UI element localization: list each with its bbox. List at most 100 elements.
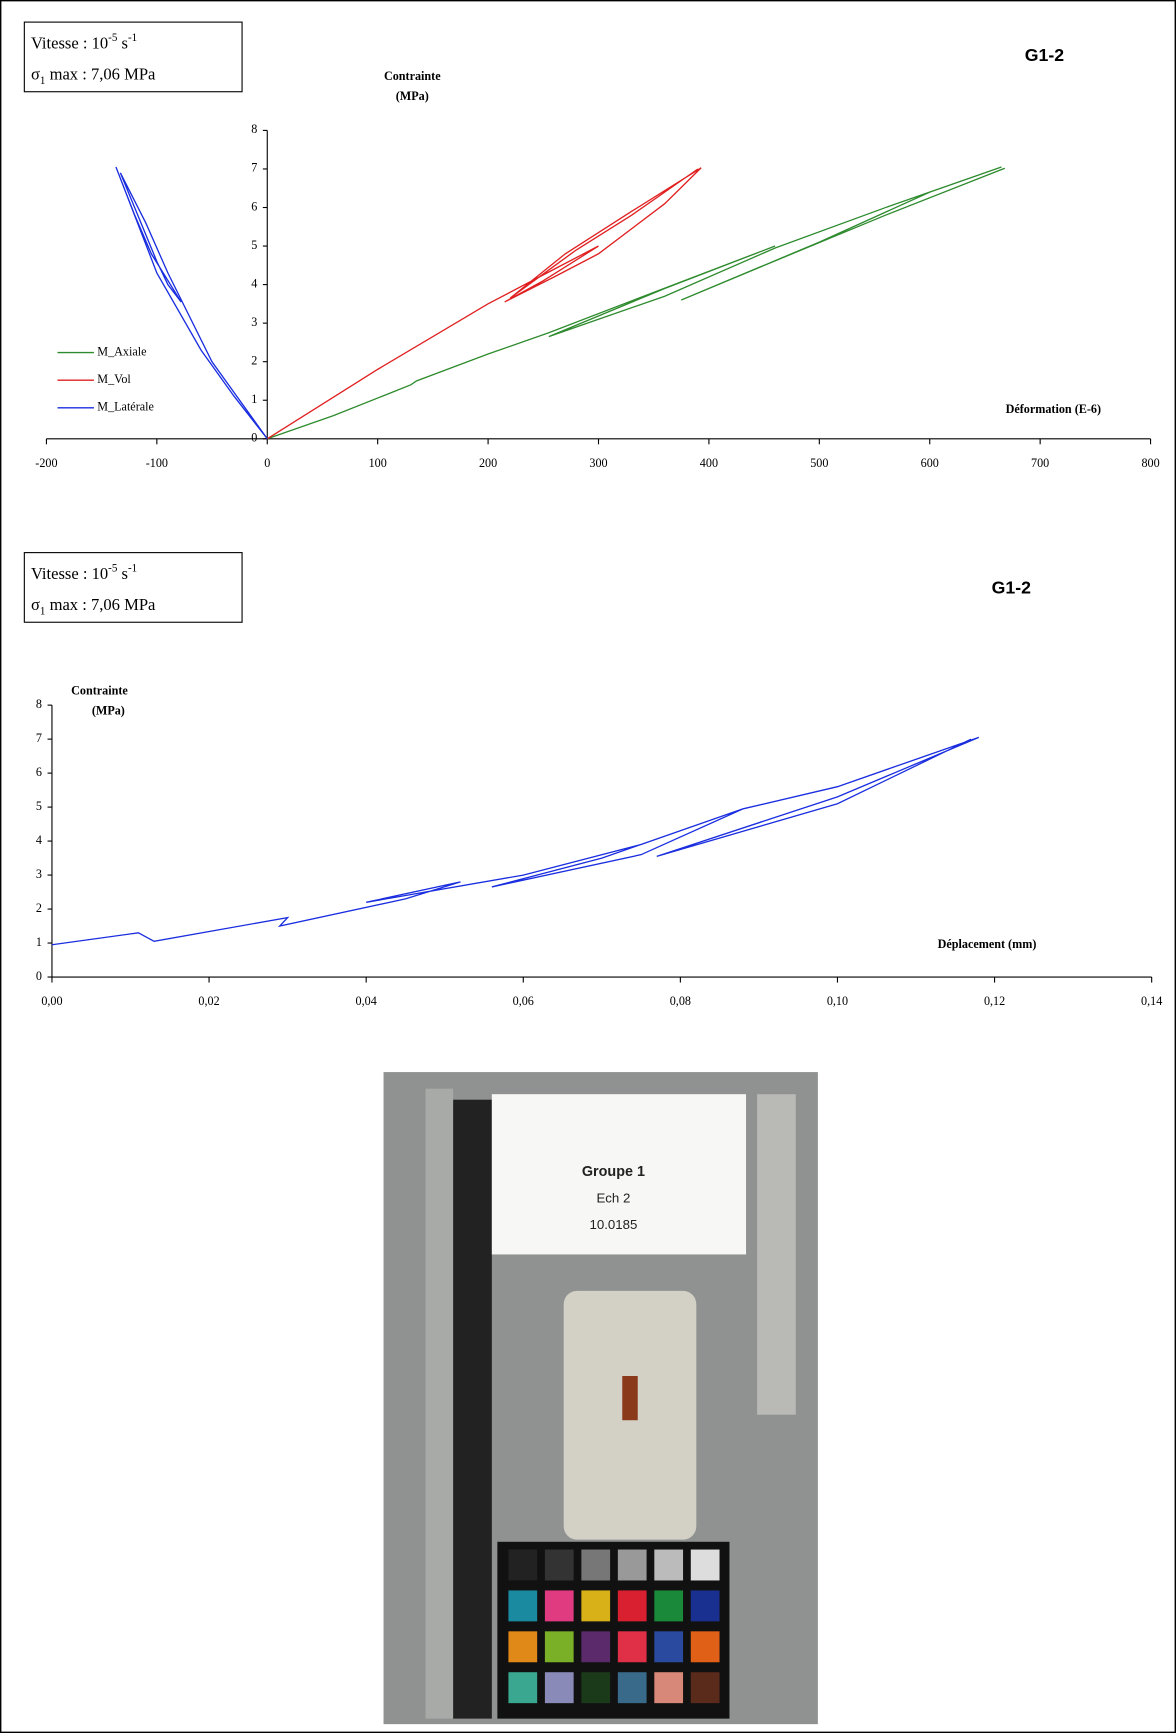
color-patch (617, 1631, 647, 1663)
color-patch (654, 1590, 684, 1622)
color-patch (544, 1631, 574, 1663)
info-part: -1 (128, 562, 137, 574)
info-part: Vitesse : 10 (31, 34, 108, 53)
x-tick-label: 500 (810, 456, 828, 470)
y-tick-label: 5 (251, 238, 257, 252)
y-tick-label: 0 (251, 431, 257, 445)
color-patch (617, 1549, 647, 1581)
color-patches (508, 1549, 720, 1704)
chart-title: G1-2 (992, 578, 1031, 598)
y-axis-label: (MPa) (396, 89, 429, 103)
y-axis-label: Contrainte (384, 69, 441, 83)
gauge (622, 1376, 638, 1421)
y-tick-label: 8 (36, 697, 42, 711)
color-patch (508, 1549, 538, 1581)
info-box (23, 21, 243, 93)
x-tick-label: 0,02 (198, 994, 219, 1008)
x-tick-label: 0,10 (827, 994, 848, 1008)
y-tick-label: 7 (36, 731, 42, 745)
card-title: Groupe 1 (582, 1164, 645, 1180)
x-tick-label: -100 (146, 456, 168, 470)
label-card (491, 1094, 747, 1255)
x-tick-label: -200 (35, 456, 57, 470)
info-part: s (117, 34, 128, 53)
info-text: σ1 max : 7,06 MPa (31, 65, 156, 87)
y-tick-label: 7 (251, 161, 257, 175)
info-part: -1 (128, 32, 137, 44)
color-patch (581, 1549, 611, 1581)
color-patch (581, 1590, 611, 1622)
data-line (266, 167, 702, 440)
color-patch (654, 1631, 684, 1663)
info-part: -5 (108, 32, 118, 44)
color-patch (544, 1672, 574, 1704)
color-patch (654, 1549, 684, 1581)
x-tick-label: 0,12 (984, 994, 1005, 1008)
data-line (115, 166, 268, 440)
x-tick-label: 0,06 (513, 994, 534, 1008)
color-patch (690, 1549, 720, 1581)
info-part: Vitesse : 10 (31, 564, 108, 583)
card-text: Ech 2 (596, 1190, 630, 1205)
info-part: 1 (40, 75, 46, 87)
ruler (425, 1088, 454, 1719)
info-part: -5 (108, 562, 118, 574)
ruler (757, 1094, 796, 1415)
photo: Groupe 1 Ech 2 10.0185 (383, 1072, 818, 1725)
y-tick-label: 5 (36, 799, 42, 813)
color-patch (581, 1672, 611, 1704)
gray-scale (453, 1099, 492, 1719)
y-tick-label: 1 (36, 935, 42, 949)
color-patch (617, 1590, 647, 1622)
color-patch (544, 1549, 574, 1581)
x-tick-label: 0,08 (670, 994, 691, 1008)
data-line (267, 166, 1006, 440)
y-tick-label: 6 (36, 765, 42, 779)
info-part: max : 7,06 MPa (45, 595, 156, 614)
y-tick-label: 4 (36, 833, 42, 847)
color-patch (617, 1672, 647, 1704)
x-tick-label: 700 (1031, 456, 1049, 470)
color-patch (544, 1590, 574, 1622)
x-axis-label: Déplacement (mm) (938, 937, 1037, 951)
info-part: s (117, 564, 128, 583)
data-line (51, 736, 980, 946)
chart-title: G1-2 (1025, 45, 1064, 65)
color-patch (690, 1631, 720, 1663)
legend-label: M_Vol (97, 372, 131, 386)
info-part: σ (31, 65, 40, 84)
y-tick-label: 4 (251, 276, 257, 290)
y-tick-label: 2 (251, 353, 257, 367)
x-axis-label: Déformation (E-6) (1006, 402, 1101, 416)
info-text: Vitesse : 10-5 s-1 (31, 32, 137, 53)
color-patch (508, 1590, 538, 1622)
x-tick-label: 0,04 (356, 994, 377, 1008)
x-tick-label: 0,14 (1141, 994, 1162, 1008)
x-tick-label: 400 (700, 456, 718, 470)
legend-label: M_Axiale (97, 344, 146, 358)
info-text: σ1 max : 7,06 MPa (31, 595, 156, 617)
x-tick-label: 200 (479, 456, 497, 470)
x-tick-label: 0,00 (41, 994, 62, 1008)
y-tick-label: 3 (251, 315, 257, 329)
y-tick-label: 8 (251, 122, 257, 136)
x-tick-label: 800 (1141, 456, 1159, 470)
x-tick-label: 0 (264, 456, 270, 470)
card-text: 10.0185 (589, 1217, 637, 1232)
y-tick-label: 3 (36, 867, 42, 881)
info-part: σ (31, 595, 40, 614)
x-tick-label: 600 (921, 456, 939, 470)
color-patch (508, 1631, 538, 1663)
info-part: 1 (40, 606, 46, 618)
color-patch (508, 1672, 538, 1704)
color-patch (581, 1631, 611, 1663)
color-patch (690, 1590, 720, 1622)
y-tick-label: 6 (251, 199, 257, 213)
color-patch (654, 1672, 684, 1704)
y-tick-label: 0 (36, 969, 42, 983)
color-patch (690, 1672, 720, 1704)
y-tick-label: 2 (36, 901, 42, 915)
y-axis-label: (MPa) (92, 704, 125, 718)
x-tick-label: 300 (589, 456, 607, 470)
